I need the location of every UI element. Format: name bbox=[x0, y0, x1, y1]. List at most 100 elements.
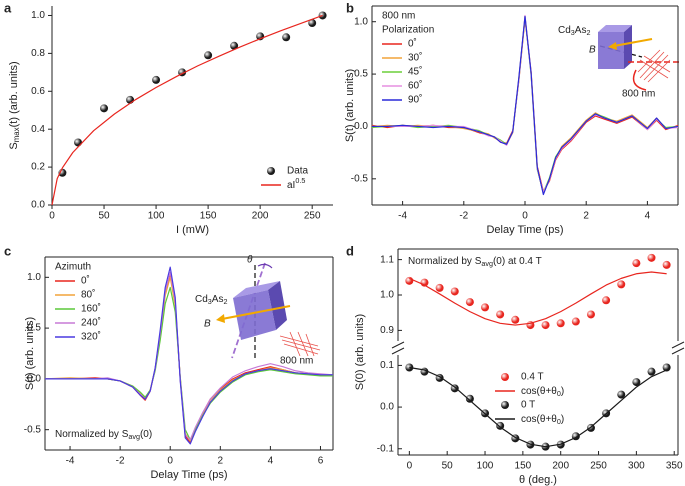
data-point bbox=[662, 363, 671, 372]
axis-break bbox=[671, 347, 685, 355]
legend-label-part: cos(θ+θ bbox=[521, 414, 557, 425]
legend-label: 0 T bbox=[521, 400, 535, 411]
data-point bbox=[126, 95, 135, 104]
annotation-part: Normalized by S bbox=[55, 429, 129, 440]
y-tick-label: 0.9 bbox=[380, 325, 394, 336]
legend-label-part: ) bbox=[561, 386, 564, 397]
data-point bbox=[602, 296, 611, 305]
annotation-part: (0) at 0.4 T bbox=[493, 256, 542, 267]
legend-label: 45˚ bbox=[408, 66, 422, 78]
x-tick-label: 150 bbox=[200, 211, 217, 222]
data-point bbox=[481, 303, 490, 312]
panel-letter: c bbox=[4, 243, 11, 258]
y-tick-label: 0.6 bbox=[31, 86, 45, 97]
y-tick-label: 0.1 bbox=[380, 360, 394, 371]
legend-label: aI0.5 bbox=[287, 176, 305, 191]
x-tick-label: -4 bbox=[398, 211, 407, 222]
x-axis-label: Delay Time (ps) bbox=[486, 224, 563, 236]
y-axis-label-part: max bbox=[12, 127, 21, 142]
legend-label: 0˚ bbox=[81, 275, 90, 287]
x-tick-label: 0 bbox=[407, 461, 413, 472]
y-tick-label: 0.8 bbox=[31, 48, 45, 59]
legend-label: 0˚ bbox=[408, 38, 417, 50]
data-point bbox=[511, 315, 520, 324]
legend-title: Polarization bbox=[382, 25, 434, 36]
x-tick-label: 6 bbox=[318, 456, 324, 467]
data-point bbox=[647, 367, 656, 376]
data-point bbox=[318, 11, 327, 20]
x-axis-label: θ (deg.) bbox=[519, 474, 557, 486]
field-arrow bbox=[221, 305, 291, 320]
y-axis-label-part: S bbox=[8, 142, 20, 149]
data-point bbox=[465, 394, 474, 403]
inset-b bbox=[598, 25, 682, 91]
inset-label-part: Cd bbox=[195, 294, 208, 305]
legend-title: 800 nm bbox=[382, 11, 415, 22]
y-tick-label: 1.1 bbox=[380, 254, 394, 265]
data-point bbox=[556, 319, 565, 328]
annotation-part: (0) bbox=[140, 429, 152, 440]
legend-label-part: cos(θ+θ bbox=[521, 386, 557, 397]
annotation: Normalized by Savg(0) at 0.4 T bbox=[408, 256, 542, 268]
annotation-part: avg bbox=[128, 432, 140, 441]
y-tick-label: -0.5 bbox=[24, 424, 42, 435]
data-point bbox=[662, 260, 671, 269]
y-axis-label: S(t) (arb. units) bbox=[24, 317, 36, 390]
y-tick-label: 0.0 bbox=[31, 200, 45, 211]
x-tick-label: 350 bbox=[666, 461, 683, 472]
axis-break bbox=[391, 347, 405, 355]
annotation-part: Normalized by S bbox=[408, 256, 482, 267]
rotation-arrow bbox=[632, 69, 647, 91]
legend-label-part: 0 bbox=[557, 389, 561, 398]
legend-label: 90˚ bbox=[408, 94, 422, 106]
axis-break bbox=[671, 341, 685, 349]
data-point bbox=[496, 310, 505, 319]
x-tick-label: 150 bbox=[515, 461, 532, 472]
data-point bbox=[204, 51, 213, 60]
inset-label-part: Cd bbox=[558, 25, 571, 36]
inset-label: θ bbox=[247, 255, 253, 266]
inset-label-part: 2 bbox=[223, 297, 227, 306]
y-tick-label: 1.0 bbox=[31, 10, 45, 21]
y-tick-label: 0.0 bbox=[380, 402, 394, 413]
legend-label: 0.4 T bbox=[521, 372, 544, 383]
data-point bbox=[230, 41, 239, 50]
data-point bbox=[647, 253, 656, 262]
inset-label: B bbox=[589, 45, 596, 56]
panel: 0 50 100 150 200 250 300 350 0.9 1.0 1.1 -0.1 0.0 0.1… bbox=[346, 243, 685, 486]
arrow-head bbox=[216, 314, 225, 323]
y-tick-label: 0.2 bbox=[31, 162, 45, 173]
y-axis-label-part: (t) (arb. units) bbox=[8, 61, 20, 127]
x-tick-label: 4 bbox=[268, 456, 274, 467]
x-tick-label: -4 bbox=[66, 456, 75, 467]
data-line bbox=[409, 271, 667, 326]
inset-label-part: 3 bbox=[208, 297, 212, 306]
annotation-part: avg bbox=[481, 259, 493, 268]
legend-label: 320˚ bbox=[81, 331, 101, 343]
inset-label-part: As bbox=[212, 294, 224, 305]
legend-marker bbox=[501, 373, 509, 381]
y-axis-label: S(t) (arb. units) bbox=[344, 69, 356, 142]
data-point bbox=[74, 138, 83, 147]
laser-beam bbox=[279, 331, 321, 357]
y-axis-label: S(0) (arb. units) bbox=[354, 314, 366, 390]
data-point bbox=[100, 104, 109, 113]
panel-letter: d bbox=[346, 243, 354, 258]
data-point bbox=[541, 321, 550, 330]
inset-label: B bbox=[204, 319, 211, 330]
cube-front bbox=[598, 32, 624, 69]
data-point bbox=[617, 390, 626, 399]
y-tick-label: -0.5 bbox=[351, 173, 369, 184]
axis-dash bbox=[599, 45, 643, 58]
legend-label-part: ) bbox=[561, 414, 564, 425]
x-tick-label: 200 bbox=[552, 461, 569, 472]
y-tick-label: 1.0 bbox=[27, 272, 41, 283]
legend-label: 60˚ bbox=[408, 80, 422, 92]
panel: -4 -2 0 2 4 6 -0.5 0.0 0.5 1.0 c Delay Time (ps) S(t… bbox=[4, 243, 334, 481]
legend-label-part: 0 bbox=[557, 417, 561, 426]
inset-label-part: 3 bbox=[571, 28, 575, 37]
legend-label: 160˚ bbox=[81, 303, 101, 315]
data-line bbox=[409, 366, 667, 448]
